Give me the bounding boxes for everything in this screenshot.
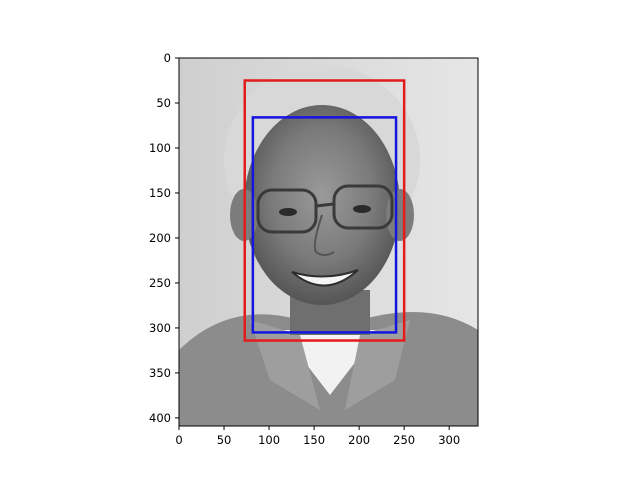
detection-boxes xyxy=(243,79,406,342)
x-tick-label: 50 xyxy=(217,433,232,447)
axes xyxy=(178,57,479,427)
y-tick-label: 350 xyxy=(149,366,171,380)
bounding-box-2 xyxy=(251,116,398,334)
x-tick-label: 250 xyxy=(393,433,415,447)
x-tick-label: 200 xyxy=(348,433,370,447)
y-tick-label: 300 xyxy=(149,321,171,335)
y-axis-ticks: 0 50 100 150 200 250 300 350 400 xyxy=(149,51,179,425)
y-tick-label: 150 xyxy=(149,186,171,200)
portrait-photo xyxy=(179,58,478,426)
x-tick-label: 100 xyxy=(258,433,280,447)
y-tick-label: 0 xyxy=(164,51,171,65)
y-tick-label: 100 xyxy=(149,141,171,155)
y-tick-label: 250 xyxy=(149,276,171,290)
y-tick-label: 50 xyxy=(156,96,171,110)
y-tick-label: 400 xyxy=(149,411,171,425)
x-tick-label: 300 xyxy=(438,433,460,447)
axes-frame xyxy=(178,57,479,427)
x-tick-label: 0 xyxy=(175,433,182,447)
bounding-box-1 xyxy=(243,79,406,342)
x-axis-ticks: 0 50 100 150 200 250 300 xyxy=(175,426,460,447)
x-tick-label: 150 xyxy=(303,433,325,447)
y-tick-label: 200 xyxy=(149,231,171,245)
